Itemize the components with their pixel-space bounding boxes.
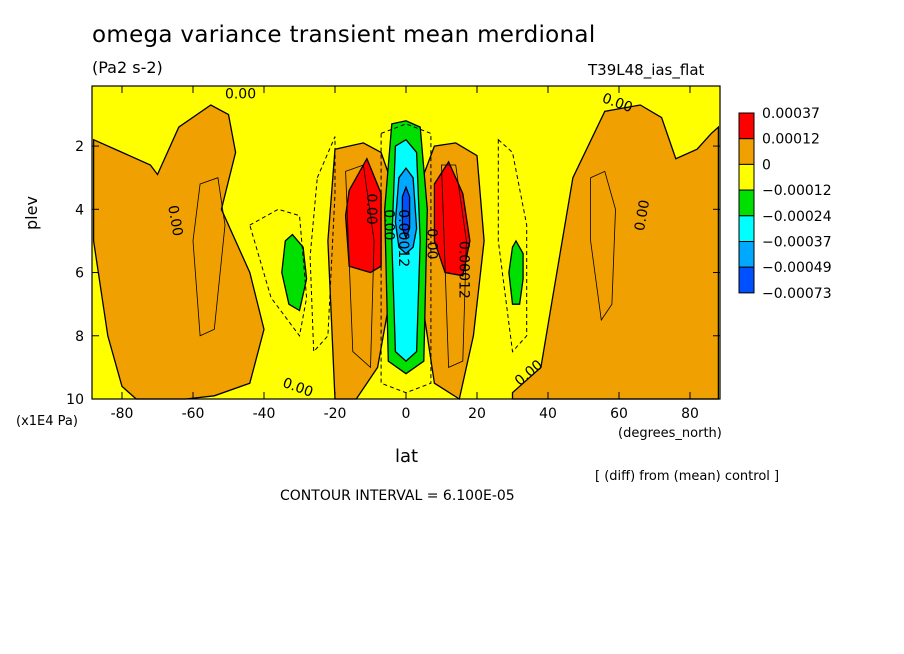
y-axis-unit: (x1E4 Pa): [16, 414, 78, 429]
inner-contour-1: [590, 170, 616, 322]
inner-contour-2: [345, 164, 375, 369]
contour-label-4: 0.00: [632, 199, 653, 232]
legend-label-2: 0: [762, 157, 771, 173]
legend-swatch-6: [738, 266, 755, 294]
legend-swatch-3: [738, 189, 755, 217]
legend-label-7: −0.00073: [762, 286, 832, 302]
x-tick-label-3: -20: [324, 406, 347, 422]
contour-region-darkblue-9: [401, 185, 411, 240]
x-tick-label-0: -80: [111, 406, 134, 422]
contour-region-green-6: [508, 239, 524, 305]
x-tick-label-5: 20: [468, 406, 486, 422]
legend-label-0: 0.00037: [762, 106, 820, 122]
x-tick-label-7: 60: [610, 406, 628, 422]
inner-contour-3: [441, 164, 467, 369]
dashed-contour-3: [380, 123, 432, 394]
x-tick-label-2: -40: [253, 406, 276, 422]
legend-label-1: 0.00012: [762, 132, 820, 148]
contour-label-7: 0.00012: [455, 241, 471, 299]
contour-label-8: 0.00: [423, 228, 439, 259]
chart-units: (Pa2 s-2): [92, 58, 163, 77]
legend-label-3: −0.00012: [762, 183, 832, 199]
y-tick-label-4: 10: [66, 392, 84, 408]
legend-swatch-4: [738, 215, 755, 243]
x-axis-unit: (degrees_north): [618, 426, 722, 441]
y-tick-label-0: 2: [75, 139, 84, 155]
chart-title: omega variance transient mean merdional: [92, 22, 596, 48]
inner-contour-0: [192, 177, 226, 337]
contour-label-6: 0.00: [381, 209, 397, 240]
legend-label-6: −0.00049: [762, 260, 832, 276]
contour-region-green-5: [281, 233, 308, 312]
legend-label-4: −0.00024: [762, 209, 832, 225]
contour-label-9: 0.00012: [395, 209, 411, 267]
legend-swatch-1: [738, 138, 755, 165]
legend-swatch-5: [738, 241, 755, 268]
legend-swatch-0: [738, 112, 755, 140]
y-tick-label-2: 6: [75, 266, 84, 282]
diff-note: [ (diff) from (mean) control ]: [595, 469, 780, 484]
x-tick-label-1: -60: [182, 406, 205, 422]
x-tick-label-8: 80: [681, 406, 699, 422]
contour-interval: CONTOUR INTERVAL = 6.100E-05: [280, 488, 515, 504]
legend-label-5: −0.00037: [762, 235, 832, 251]
dashed-contour-2: [497, 138, 528, 353]
contour-region-red-10: [344, 157, 382, 274]
y-tick-label-3: 8: [75, 329, 84, 345]
y-tick-label-1: 4: [75, 202, 84, 218]
x-axis-label: lat: [395, 446, 419, 467]
contour-region-orange-0: [92, 104, 265, 400]
x-tick-label-4: 0: [402, 406, 411, 422]
legend-swatch-2: [738, 163, 755, 191]
contour-label-0: 0.00: [225, 87, 256, 103]
contour-label-10: 0.00: [363, 193, 379, 224]
contour-label-1: 0.00: [164, 204, 185, 237]
x-tick-label-6: 40: [539, 406, 557, 422]
contour-region-red-11: [433, 160, 471, 277]
dashed-contour-0: [309, 136, 336, 353]
run-label: T39L48_ias_flat: [588, 61, 705, 79]
